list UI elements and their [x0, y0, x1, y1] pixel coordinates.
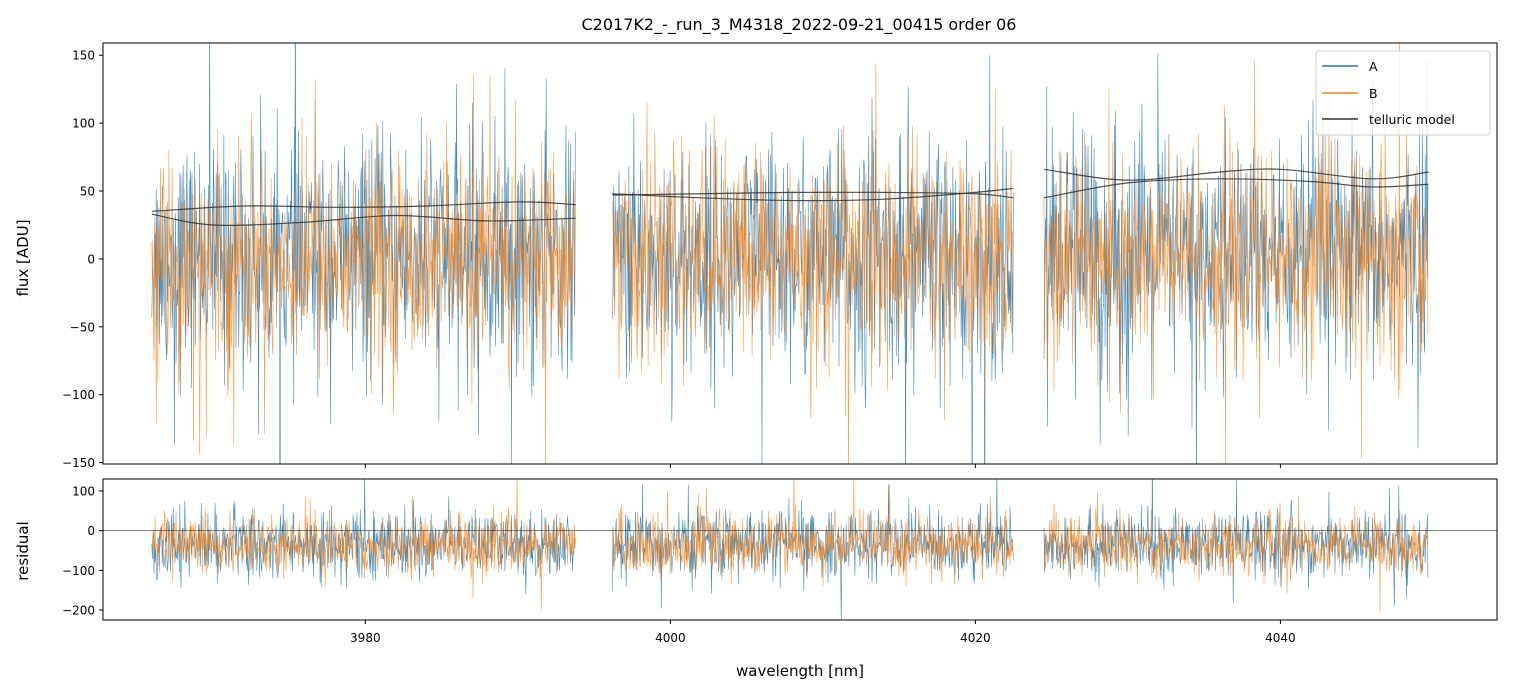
legend-label-b: B — [1369, 86, 1378, 101]
flux-ytick-label: −150 — [62, 456, 95, 470]
legend-label-telluric: telluric model — [1369, 112, 1455, 127]
residual-series-b-segment-2 — [612, 479, 1014, 587]
legend: A B telluric model — [1315, 50, 1491, 136]
flux-ytick-label: −100 — [62, 388, 95, 402]
flux-ytick-label: 50 — [80, 185, 95, 199]
residual-series-b-segment-1 — [151, 479, 576, 610]
flux-panel-frame — [102, 42, 1498, 465]
flux-ytick-label: 100 — [72, 117, 95, 131]
residual-xtick-label: 4040 — [1265, 631, 1296, 645]
flux-series-b-segment-2 — [612, 63, 1014, 464]
flux-series-b-segment-3 — [1043, 43, 1429, 464]
residual-ylabel: residual — [14, 521, 32, 580]
residual-panel: −200 −100 0 100 3980 4000 4020 4040 residual w… — [14, 478, 1498, 680]
residual-series-a-segment-3 — [1043, 479, 1429, 607]
residual-ytick-label: −100 — [62, 564, 95, 578]
residual-ytick-label: 100 — [72, 484, 95, 498]
flux-ytick-label: 150 — [72, 49, 95, 63]
residual-panel-frame — [102, 478, 1498, 621]
telluric-model-curve-5 — [1043, 168, 1429, 181]
residual-xtick-label: 4000 — [655, 631, 686, 645]
flux-panel: −150 −100 −50 0 50 100 150 flux [ADU] A B tell… — [14, 42, 1498, 470]
flux-ytick-label: 0 — [87, 252, 95, 266]
flux-series-a-segment-1 — [151, 43, 576, 464]
chart-title: C2017K2_-_run_3_M4318_2022-09-21_00415 o… — [582, 15, 1017, 35]
residual-xtick-label: 4020 — [960, 631, 991, 645]
telluric-model-curve-2 — [151, 213, 576, 226]
telluric-model-curve-3 — [612, 191, 1014, 199]
xlabel: wavelength [nm] — [736, 662, 864, 680]
flux-series-b-segment-1 — [151, 74, 576, 464]
residual-xtick-label: 3980 — [350, 631, 381, 645]
residual-series-b-segment-3 — [1043, 492, 1429, 614]
telluric-model-curve-6 — [1043, 178, 1429, 199]
residual-ytick-label: −200 — [62, 604, 95, 618]
legend-label-a: A — [1369, 59, 1378, 74]
telluric-model-curve-4 — [612, 187, 1014, 202]
flux-ylabel: flux [ADU] — [14, 219, 32, 296]
flux-ytick-label: −50 — [70, 320, 95, 334]
telluric-model-curve-1 — [151, 201, 576, 212]
residual-ytick-label: 0 — [87, 524, 95, 538]
